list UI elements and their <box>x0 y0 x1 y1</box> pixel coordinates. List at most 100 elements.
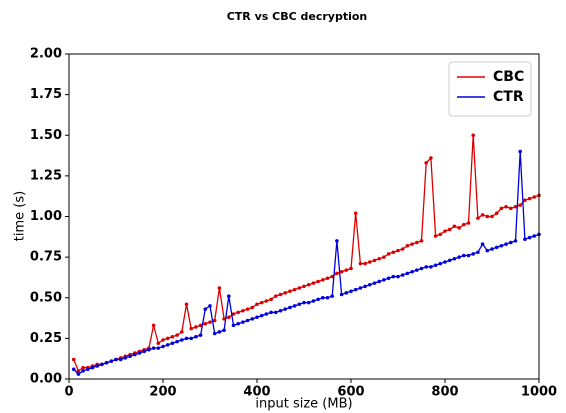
data-point <box>180 338 184 342</box>
data-point <box>523 237 527 242</box>
data-point <box>480 213 485 217</box>
data-point <box>311 299 316 303</box>
data-point <box>372 258 377 263</box>
data-point <box>104 360 109 365</box>
data-point <box>161 338 165 342</box>
data-point <box>424 161 429 165</box>
data-point <box>241 308 245 313</box>
data-point <box>424 265 429 269</box>
data-point <box>151 323 156 328</box>
data-point <box>382 278 386 282</box>
data-point <box>532 234 537 238</box>
data-point <box>438 261 443 266</box>
data-point <box>415 268 419 272</box>
data-point <box>400 273 405 277</box>
data-point <box>316 279 320 284</box>
data-point <box>504 204 508 209</box>
x-tick-label: 800 <box>431 385 458 400</box>
data-point <box>476 216 480 220</box>
data-point <box>447 258 452 263</box>
data-point <box>109 359 114 363</box>
x-tick-label: 200 <box>149 385 176 400</box>
data-point <box>255 302 259 307</box>
data-point <box>443 229 447 233</box>
data-point <box>509 206 513 211</box>
data-point <box>283 291 288 295</box>
data-point <box>227 315 231 320</box>
data-point <box>274 294 278 298</box>
legend-label: CBC <box>493 69 524 85</box>
data-point <box>81 369 85 373</box>
data-point <box>518 149 522 154</box>
data-point <box>194 334 198 339</box>
data-point <box>349 289 353 294</box>
data-point <box>391 274 396 279</box>
data-point <box>509 240 513 245</box>
x-tick-label: 600 <box>337 385 364 400</box>
data-point <box>175 333 179 337</box>
data-point <box>396 274 400 279</box>
data-point <box>499 243 504 248</box>
data-point <box>476 250 480 255</box>
data-point <box>349 266 353 271</box>
data-point <box>142 349 146 354</box>
data-point <box>288 305 292 310</box>
data-point <box>321 295 325 300</box>
data-point <box>335 271 339 276</box>
data-point <box>405 243 410 248</box>
data-point <box>499 206 504 211</box>
data-point <box>504 242 508 246</box>
data-point <box>391 250 396 255</box>
data-point <box>278 308 283 313</box>
data-point <box>466 221 471 225</box>
data-point <box>325 276 330 281</box>
data-point <box>382 255 386 259</box>
data-point <box>147 347 151 352</box>
data-point <box>447 227 452 232</box>
data-point <box>269 297 273 302</box>
data-point <box>184 336 189 341</box>
data-point <box>330 274 335 279</box>
data-point <box>198 333 203 337</box>
data-point <box>527 196 532 201</box>
data-point <box>156 346 161 350</box>
data-point <box>302 284 306 289</box>
data-point <box>269 310 273 315</box>
data-point <box>386 276 391 281</box>
y-tick-label: 1.00 <box>30 209 62 224</box>
data-point <box>222 328 226 333</box>
data-point <box>353 211 358 216</box>
data-point <box>198 323 203 328</box>
data-point <box>377 256 382 261</box>
data-point <box>255 315 259 320</box>
data-point <box>358 286 363 290</box>
data-point <box>264 299 269 303</box>
data-point <box>259 300 264 305</box>
data-point <box>175 339 179 344</box>
data-point <box>156 341 161 346</box>
data-point <box>466 253 471 258</box>
data-point <box>245 307 250 311</box>
data-point <box>189 336 193 341</box>
data-point <box>165 336 170 341</box>
data-point <box>368 260 372 264</box>
data-point <box>523 198 527 203</box>
data-point <box>264 312 269 316</box>
series-line <box>73 135 540 372</box>
x-tick-label: 1000 <box>521 385 557 400</box>
data-point <box>429 265 433 269</box>
data-point <box>433 234 438 238</box>
data-point <box>76 369 81 373</box>
data-point <box>490 247 494 251</box>
y-axis-label: time (s) <box>13 191 28 241</box>
legend-box <box>448 61 532 117</box>
data-point <box>170 334 175 339</box>
data-point <box>292 304 297 308</box>
legend-label: CTR <box>493 89 524 105</box>
data-point <box>165 343 170 347</box>
data-point <box>203 321 208 326</box>
data-point <box>227 294 231 298</box>
data-point <box>137 351 142 355</box>
data-point <box>443 260 447 264</box>
